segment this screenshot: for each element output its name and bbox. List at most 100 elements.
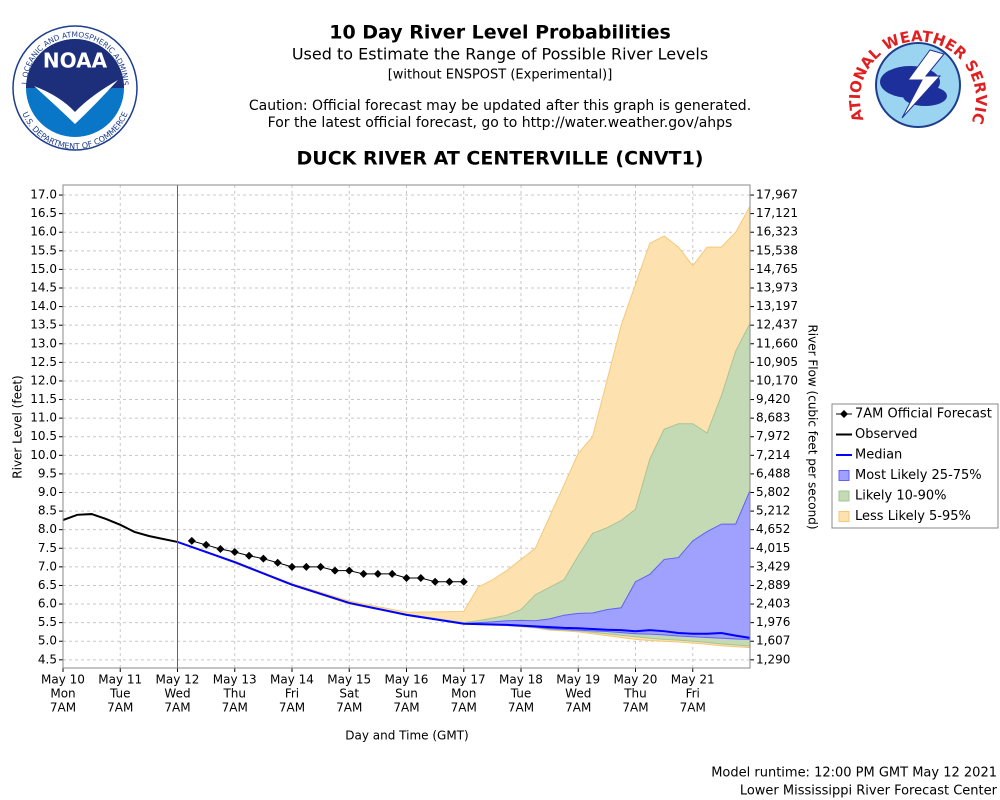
y-axis-label: River Level (feet) <box>11 375 25 478</box>
y2-tick-label: 7,214 <box>756 448 790 462</box>
x-tick-label: May 17 <box>442 673 486 687</box>
subtitle: Used to Estimate the Range of Possible R… <box>292 45 708 64</box>
legend-box <box>831 403 999 529</box>
y2-tick-label: 16,323 <box>756 225 798 239</box>
forecast-point <box>416 574 425 583</box>
y2-tick-label: 12,437 <box>756 318 798 332</box>
forecast-point <box>345 566 354 575</box>
legend-marker <box>840 410 848 418</box>
y-tick-label: 9.0 <box>38 485 57 499</box>
y2-tick-label: 1,976 <box>756 615 790 629</box>
footer: Model runtime: 12:00 PM GMT May 12 2021 <box>711 766 997 781</box>
y2-tick-label: 17,967 <box>756 188 798 202</box>
forecast-point <box>359 569 368 578</box>
x-tick-time: 7AM <box>222 701 248 715</box>
noaa-text: NOAA <box>43 49 108 73</box>
x-tick-label: May 21 <box>671 673 715 687</box>
y-tick-label: 12.0 <box>30 373 57 387</box>
y2-tick-label: 1,290 <box>756 652 790 666</box>
footer: Lower Mississippi River Forecast Center <box>740 784 998 799</box>
y-tick-label: 5.0 <box>38 634 57 648</box>
legend: 7AM Official Forecast Observed Median Most … <box>831 403 999 529</box>
x-tick-time: 7AM <box>50 701 76 715</box>
y2-tick-label: 7,972 <box>756 429 790 443</box>
x-tick-time: 7AM <box>107 701 133 715</box>
x-tick-weekday: Thu <box>623 687 647 701</box>
legend-swatch <box>838 511 850 522</box>
y-tick-label: 16.0 <box>30 225 57 239</box>
y2-tick-label: 5,212 <box>756 504 790 518</box>
forecast-point <box>259 554 268 563</box>
y-tick-label: 7.0 <box>38 559 57 573</box>
legend-swatch <box>838 470 850 481</box>
forecast-point <box>202 540 211 549</box>
y-tick-label: 11.5 <box>30 392 57 406</box>
x-tick-time: 7AM <box>393 701 419 715</box>
x-tick-weekday: Sun <box>395 687 418 701</box>
x-tick-weekday: Sat <box>339 687 359 701</box>
x-tick-label: May 16 <box>385 673 429 687</box>
y-tick-label: 10.5 <box>30 429 57 443</box>
x-tick-label: May 15 <box>327 673 371 687</box>
y2-tick-label: 15,538 <box>756 243 798 257</box>
forecast-point <box>445 577 454 586</box>
y-tick-label: 15.5 <box>30 243 57 257</box>
y-tick-label: 7.5 <box>38 541 57 555</box>
y-tick-label: 15.0 <box>30 262 57 276</box>
legend-label: 7AM Official Forecast <box>855 407 992 422</box>
forecast-point <box>373 569 382 578</box>
x-tick-label: May 10 <box>41 673 85 687</box>
legend-label: Median <box>855 448 902 463</box>
x-tick-weekday: Mon <box>50 687 75 701</box>
y2-tick-label: 14,765 <box>756 262 798 276</box>
x-tick-time: 7AM <box>565 701 591 715</box>
legend-label: Less Likely 5-95% <box>855 509 971 524</box>
y-tick-label: 11.0 <box>30 411 57 425</box>
x-tick-time: 7AM <box>336 701 362 715</box>
forecast-point <box>245 551 254 560</box>
x-tick-label: May 18 <box>499 673 543 687</box>
forecast-point <box>230 547 239 556</box>
y-tick-label: 8.5 <box>38 504 57 518</box>
y2-tick-label: 2,889 <box>756 578 790 592</box>
x-tick-label: May 12 <box>156 673 200 687</box>
legend-swatch <box>838 490 850 502</box>
x-tick-label: May 20 <box>614 673 658 687</box>
plot-border <box>62 184 751 669</box>
forecast-point <box>388 569 397 578</box>
y-tick-label: 16.5 <box>30 206 57 220</box>
forecast-point <box>216 545 225 554</box>
y-tick-label: 13.0 <box>30 336 57 350</box>
forecast-point <box>431 577 440 586</box>
forecast-point <box>288 562 296 571</box>
legend-label: Likely 10-90% <box>855 489 946 504</box>
y2-tick-label: 11,660 <box>756 336 798 350</box>
x-tick-time: 7AM <box>508 701 534 715</box>
x-tick-label: May 14 <box>270 673 314 687</box>
x-tick-weekday: Wed <box>565 687 591 701</box>
y2-tick-label: 1,607 <box>756 634 790 648</box>
y2-tick-label: 4,015 <box>756 541 790 555</box>
y-tick-label: 13.5 <box>30 318 57 332</box>
forecast-point <box>316 562 325 571</box>
x-tick-time: 7AM <box>680 701 706 715</box>
x-tick-weekday: Thu <box>222 687 246 701</box>
y2-tick-label: 10,905 <box>756 355 798 369</box>
caution: For the latest official forecast, go to … <box>268 115 733 131</box>
y2-tick-label: 6,488 <box>756 466 790 480</box>
y-tick-label: 4.5 <box>38 652 57 666</box>
y-tick-label: 10.0 <box>30 448 57 462</box>
x-tick-label: May 19 <box>556 673 600 687</box>
x-tick-weekday: Tue <box>109 687 131 701</box>
station-title: DUCK RIVER AT CENTERVILLE (CNVT1) <box>297 148 704 170</box>
x-tick-time: 7AM <box>622 701 648 715</box>
x-tick-weekday: Tue <box>510 687 532 701</box>
x-tick-label: May 13 <box>213 673 257 687</box>
y-tick-label: 6.5 <box>38 578 57 592</box>
y2-tick-label: 13,197 <box>756 299 798 313</box>
x-tick-weekday: Fri <box>686 687 700 701</box>
forecast-point <box>459 577 468 586</box>
y2-tick-label: 4,652 <box>756 522 790 536</box>
series-line <box>177 541 751 639</box>
